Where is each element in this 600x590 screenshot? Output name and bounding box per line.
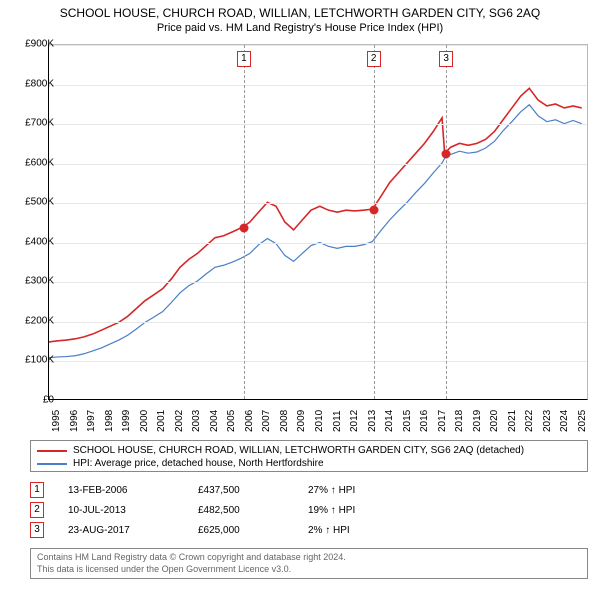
event-price: £437,500 bbox=[198, 485, 308, 496]
price-marker-label: 2 bbox=[367, 51, 381, 67]
x-axis-label: 2024 bbox=[559, 410, 570, 432]
x-axis-label: 2019 bbox=[472, 410, 483, 432]
price-marker-dot bbox=[369, 206, 378, 215]
x-axis-label: 2007 bbox=[261, 410, 272, 432]
event-price: £625,000 bbox=[198, 525, 308, 536]
series-line bbox=[49, 105, 582, 358]
event-diff: 19% ↑ HPI bbox=[308, 505, 418, 516]
x-axis-label: 2003 bbox=[191, 410, 202, 432]
chart-subtitle: Price paid vs. HM Land Registry's House … bbox=[0, 20, 600, 38]
legend-swatch bbox=[37, 463, 67, 465]
event-number: 2 bbox=[30, 502, 44, 518]
gridline bbox=[49, 282, 587, 283]
x-axis-label: 2000 bbox=[139, 410, 150, 432]
line-svg bbox=[49, 45, 587, 399]
x-axis-label: 1995 bbox=[51, 410, 62, 432]
legend: SCHOOL HOUSE, CHURCH ROAD, WILLIAN, LETC… bbox=[30, 440, 588, 472]
x-axis-label: 1997 bbox=[86, 410, 97, 432]
gridline bbox=[49, 322, 587, 323]
x-axis-label: 2009 bbox=[296, 410, 307, 432]
y-axis-label: £200K bbox=[25, 315, 54, 326]
legend-label: SCHOOL HOUSE, CHURCH ROAD, WILLIAN, LETC… bbox=[73, 445, 524, 456]
x-axis-label: 1996 bbox=[69, 410, 80, 432]
events-table: 1 13-FEB-2006£437,50027% ↑ HPI 2 10-JUL-201… bbox=[30, 480, 588, 540]
gridline bbox=[49, 164, 587, 165]
footer-line2: This data is licensed under the Open Gov… bbox=[37, 564, 581, 576]
x-axis-label: 2010 bbox=[314, 410, 325, 432]
y-axis-label: £0 bbox=[43, 395, 54, 406]
marker-vline bbox=[374, 45, 375, 399]
x-axis-label: 2006 bbox=[244, 410, 255, 432]
event-date: 23-AUG-2017 bbox=[68, 525, 198, 536]
event-date: 13-FEB-2006 bbox=[68, 485, 198, 496]
x-axis-label: 2017 bbox=[437, 410, 448, 432]
x-axis-label: 2005 bbox=[226, 410, 237, 432]
x-axis-label: 2020 bbox=[489, 410, 500, 432]
legend-swatch bbox=[37, 450, 67, 452]
gridline bbox=[49, 45, 587, 46]
event-date: 10-JUL-2013 bbox=[68, 505, 198, 516]
x-axis-label: 2012 bbox=[349, 410, 360, 432]
price-marker-label: 1 bbox=[237, 51, 251, 67]
x-axis-label: 2008 bbox=[279, 410, 290, 432]
x-axis-label: 2018 bbox=[454, 410, 465, 432]
gridline bbox=[49, 124, 587, 125]
x-axis-label: 2004 bbox=[209, 410, 220, 432]
y-axis-label: £800K bbox=[25, 78, 54, 89]
y-axis-label: £400K bbox=[25, 236, 54, 247]
event-row: 1 13-FEB-2006£437,50027% ↑ HPI bbox=[30, 480, 588, 500]
price-marker-dot bbox=[239, 223, 248, 232]
x-axis-label: 2001 bbox=[156, 410, 167, 432]
footer-line1: Contains HM Land Registry data © Crown c… bbox=[37, 552, 581, 564]
footer-attribution: Contains HM Land Registry data © Crown c… bbox=[30, 548, 588, 579]
y-axis-label: £100K bbox=[25, 355, 54, 366]
x-axis-label: 2025 bbox=[577, 410, 588, 432]
event-row: 3 23-AUG-2017£625,0002% ↑ HPI bbox=[30, 520, 588, 540]
price-marker-label: 3 bbox=[439, 51, 453, 67]
y-axis-label: £900K bbox=[25, 39, 54, 50]
event-price: £482,500 bbox=[198, 505, 308, 516]
x-axis-label: 2022 bbox=[524, 410, 535, 432]
price-marker-dot bbox=[442, 149, 451, 158]
x-axis-label: 1999 bbox=[121, 410, 132, 432]
event-diff: 2% ↑ HPI bbox=[308, 525, 418, 536]
marker-vline bbox=[244, 45, 245, 399]
x-axis-label: 2016 bbox=[419, 410, 430, 432]
event-number: 3 bbox=[30, 522, 44, 538]
event-diff: 27% ↑ HPI bbox=[308, 485, 418, 496]
gridline bbox=[49, 361, 587, 362]
gridline bbox=[49, 85, 587, 86]
series-line bbox=[49, 88, 582, 342]
x-axis-label: 2013 bbox=[367, 410, 378, 432]
y-axis-label: £300K bbox=[25, 276, 54, 287]
chart-container: SCHOOL HOUSE, CHURCH ROAD, WILLIAN, LETC… bbox=[0, 0, 600, 590]
legend-row: SCHOOL HOUSE, CHURCH ROAD, WILLIAN, LETC… bbox=[37, 444, 581, 457]
x-axis-label: 2011 bbox=[332, 410, 343, 432]
y-axis-label: £700K bbox=[25, 118, 54, 129]
x-axis-label: 2015 bbox=[402, 410, 413, 432]
chart-title: SCHOOL HOUSE, CHURCH ROAD, WILLIAN, LETC… bbox=[0, 0, 600, 20]
gridline bbox=[49, 243, 587, 244]
event-number: 1 bbox=[30, 482, 44, 498]
legend-label: HPI: Average price, detached house, Nort… bbox=[73, 458, 324, 469]
plot-area: 1 2 3 bbox=[48, 44, 588, 400]
y-axis-label: £600K bbox=[25, 157, 54, 168]
marker-vline bbox=[446, 45, 447, 399]
x-axis-label: 2014 bbox=[384, 410, 395, 432]
event-row: 2 10-JUL-2013£482,50019% ↑ HPI bbox=[30, 500, 588, 520]
gridline bbox=[49, 203, 587, 204]
x-axis-label: 2021 bbox=[507, 410, 518, 432]
legend-row: HPI: Average price, detached house, Nort… bbox=[37, 457, 581, 470]
y-axis-label: £500K bbox=[25, 197, 54, 208]
x-axis-label: 2002 bbox=[174, 410, 185, 432]
x-axis-label: 2023 bbox=[542, 410, 553, 432]
x-axis-label: 1998 bbox=[104, 410, 115, 432]
